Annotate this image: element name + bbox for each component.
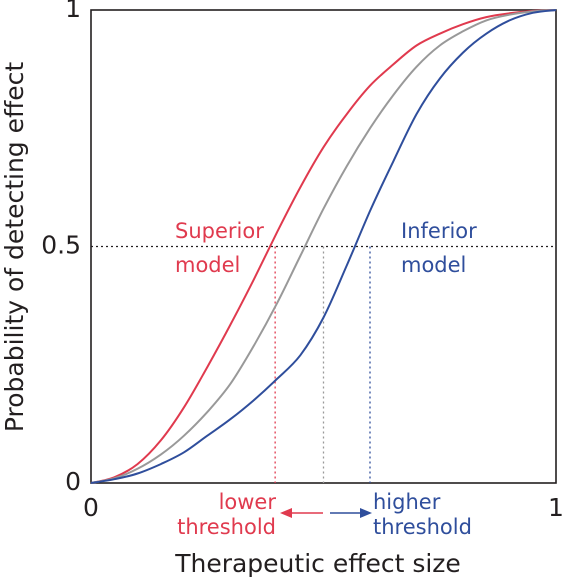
inferior-model-label-line2: model (401, 253, 466, 277)
y-tick-label-0-5: 0.5 (41, 231, 81, 260)
higher-threshold-label-line2: threshold (373, 515, 472, 539)
superior-model-label: Superior (175, 219, 264, 243)
y-tick-label-0: 0 (65, 467, 81, 496)
lower-threshold-label-line2: threshold (177, 515, 276, 539)
inferior-model-curve (90, 9, 557, 484)
higher-threshold-label: higher (373, 490, 441, 514)
x-axis-label: Therapeutic effect size (174, 549, 461, 578)
lower-threshold-label: lower (219, 490, 277, 514)
y-tick-label-1: 1 (65, 0, 81, 23)
y-axis-label: Probability of detecting effect (0, 62, 29, 432)
lower-threshold-arrow (280, 508, 323, 518)
x-tick-label-1: 1 (548, 493, 564, 522)
x-tick-label-0: 0 (83, 493, 99, 522)
superior-model-curve (90, 9, 557, 484)
middle-model-curve (90, 9, 557, 484)
inferior-model-label: Inferior (401, 219, 477, 243)
higher-threshold-arrow (330, 508, 372, 518)
superior-model-label-line2: model (175, 253, 240, 277)
